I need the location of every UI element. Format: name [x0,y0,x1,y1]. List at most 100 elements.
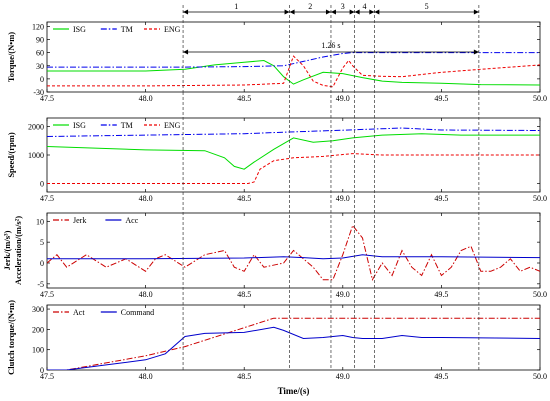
phase-label: 4 [362,2,366,11]
series-line-tm [47,127,540,137]
series-line-eng [47,153,540,184]
y-tick-label: 0 [40,75,44,84]
legend-label: Acc [125,216,138,225]
arrow-head-right [325,9,331,15]
y-tick-label: -5 [37,280,44,289]
panel-1: 47.5 48.0 48.5 49.0 49.5 50.0 -30 0 30 60 90 120 Tor… [6,21,547,103]
x-tick-label: 49.0 [336,94,350,103]
x-tick-label: 47.5 [40,194,54,203]
x-tick-label: 48.0 [139,94,153,103]
phase-arrow [354,9,375,15]
legend-entry-eng: ENG [144,121,181,130]
arrow-head-left [183,49,189,55]
arrow-head-right [369,9,375,15]
x-tick-label: 48.0 [139,194,153,203]
legend-entry-acc: Acc [105,216,139,225]
series-line-isg [47,59,540,86]
panel-4: 47.5 48.0 48.5 49.0 49.5 50.0 0 100 200 300 Clutch… [6,300,547,396]
x-tick-label: 47.5 [40,290,54,299]
x-tick-label: 48.0 [139,372,153,381]
y-tick-label: 0 [40,179,44,188]
series-line-act [47,317,540,370]
phase-label: 1 [234,2,238,11]
series-group [47,317,540,370]
x-tick-label: 47.5 [40,372,54,381]
y-tick-label: 120 [32,22,44,31]
x-tick-label: 50.0 [533,290,547,299]
panel-3: 47.5 48.0 48.5 49.0 49.5 50.0 -5 0 5 10 Jerk/(m/s³… [2,212,547,299]
x-tick-label: 48.5 [237,194,251,203]
arrow-head-left [183,9,189,15]
x-tick-label: 49.5 [434,94,448,103]
y-tick-label: -30 [33,88,44,97]
y-tick-label: 2000 [28,123,44,132]
phase-label: 3 [341,2,345,11]
legend-label: ISG [73,121,86,130]
x-tick-label: 49.5 [434,194,448,203]
legend-entry-tm: TM [100,121,133,130]
x-tick-label: 49.5 [434,372,448,381]
legend-label: ENG [164,121,181,130]
series-line-acc [47,254,540,260]
legend-entry-tm: TM [100,25,133,34]
arrow-head-left [374,9,380,15]
plot-frame [46,304,541,371]
legend-label: ENG [164,25,181,34]
phase-arrow [289,9,331,15]
y-axis-label: Speed/(rpm) [6,132,16,178]
x-tick-label: 48.5 [237,94,251,103]
y-tick-label: 10 [36,217,44,226]
x-tick-label: 49.0 [336,290,350,299]
y-tick-label: 90 [36,36,44,45]
x-tick-label: 48.5 [237,372,251,381]
x-tick-label: 49.0 [336,372,350,381]
panel-2: 47.5 48.0 48.5 49.0 49.5 50.0 0 1000 2000 Speed/(… [6,117,547,203]
series-line-eng [47,55,540,88]
legend-label: Command [121,308,154,317]
arrow-head-right [473,49,479,55]
x-axis-label: Time/(s) [278,386,310,396]
x-tick-label: 47.5 [40,94,54,103]
legend-entry-isg: ISG [53,121,86,130]
series-group [47,224,540,282]
series-line-command [47,326,540,370]
legend-entry-jerk: Jerk [53,216,86,225]
plot-frame [46,212,541,289]
y-tick-label: 5 [40,238,44,247]
x-tick-label: 48.5 [237,290,251,299]
legend-entry-act: Act [53,308,85,317]
x-tick-label: 49.0 [336,194,350,203]
phase-arrow [374,9,479,15]
arrow-head-left [289,9,295,15]
arrow-head-left [354,9,360,15]
legend-label: ISG [73,25,86,34]
y-tick-label: 1000 [28,151,44,160]
x-tick-label: 50.0 [533,94,547,103]
arrow-head-right [473,9,479,15]
y-tick-label: 60 [36,49,44,58]
legend-label: Act [73,308,85,317]
series-line-tm [47,52,540,68]
y-axis-label: Torque/(N•m) [6,32,16,82]
y-axis-label: Jerk/(m/s³) [2,230,12,270]
y-tick-label: 200 [32,325,44,334]
x-tick-label: 48.0 [139,290,153,299]
y-axis-label: Clutch torque/(N•m) [6,300,16,375]
legend-entry-eng: ENG [144,25,181,34]
y-tick-label: 0 [40,259,44,268]
arrow-head-left [330,9,336,15]
phase-label: 5 [425,2,429,11]
series-group [47,127,540,184]
phase-arrow [330,9,355,15]
x-tick-label: 50.0 [533,194,547,203]
phase-arrow [183,9,290,15]
arrow-head-right [349,9,355,15]
y-tick-label: 30 [36,62,44,71]
y-tick-label: 100 [32,346,44,355]
legend-label: Jerk [73,216,86,225]
legend-entry-isg: ISG [53,25,86,34]
y-tick-label: 300 [32,305,44,314]
legend-label: TM [121,25,133,34]
plot-frame [46,21,541,93]
